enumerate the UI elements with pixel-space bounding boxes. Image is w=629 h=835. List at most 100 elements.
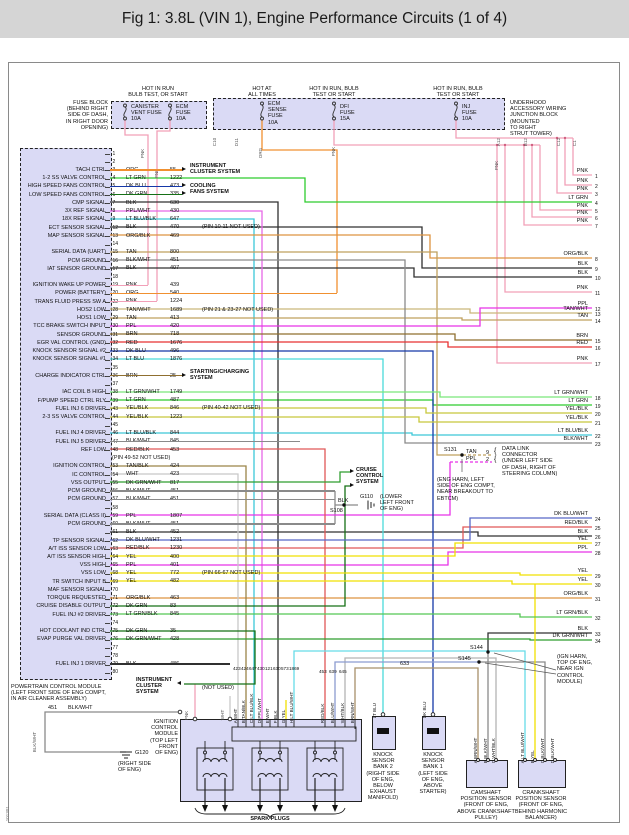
fuse-symbols <box>123 101 458 121</box>
caption-line: INSTRUMENT <box>190 163 227 169</box>
wire-circuit-number: 430 <box>170 207 180 214</box>
caption-line: ECM <box>176 104 189 110</box>
pcm-pin-tick <box>105 384 110 386</box>
wire-circuit-number: 439 <box>170 281 180 288</box>
pcm-pin-label: TP SENSOR SIGNAL <box>52 537 106 544</box>
junction-connector-label: C1 <box>571 140 577 147</box>
right-pin-color-label: BLK/WHT <box>563 436 588 442</box>
caption-line: (BEHIND RIGHT <box>66 106 108 113</box>
module-pin-label: G YEL <box>280 709 286 724</box>
caption-line: SENSOR <box>371 758 395 765</box>
wire-circuit-number: 407 <box>170 265 180 272</box>
right-pin-color-label: PNK <box>576 285 588 291</box>
pcm-pin-tick <box>105 376 110 378</box>
caption-line: STRUT TOWER) <box>510 131 552 138</box>
wire-color-label: YEL <box>126 570 137 577</box>
g110-note: (LOWER LEFT FRONT OF ENG) <box>380 494 414 513</box>
pcm-pin-number: 74 <box>112 619 119 626</box>
wire-color-label: DK GRN/WHT <box>126 479 162 486</box>
wire-circuit-number: 83 <box>170 603 177 610</box>
module-pin-label: BLU/WHT <box>329 702 335 724</box>
wire-circuit-number: 1807 <box>170 512 183 519</box>
wire-circuit-number: 630 <box>170 199 180 206</box>
module-pin-circuit: 453 <box>319 669 327 674</box>
wire-circuit-number: 496 <box>170 347 180 354</box>
figure-title: Fig 1: 3.8L (VIN 1), Engine Performance … <box>121 10 508 27</box>
right-pin-color-label: LT GRN/WHT <box>554 390 588 396</box>
caption-line: POSITION SENSOR <box>460 796 512 803</box>
right-pin-number: 5 <box>595 208 598 215</box>
wire-circuit-number: 844 <box>170 430 180 437</box>
right-pin-number: 8 <box>595 256 598 263</box>
pcm-pin-number: 9 <box>112 216 116 223</box>
pcm-pin-tick <box>105 285 110 287</box>
pcm-pin-tick <box>105 409 110 411</box>
pcm-pin-note: (PIN 10-11 NOT USED) <box>202 224 260 231</box>
pcm-pin-tick <box>105 368 110 370</box>
caption-line: NEAR IGN <box>557 666 584 673</box>
s144-label: S144 <box>470 645 483 651</box>
junction-connector-label: B12 <box>522 138 528 147</box>
right-pin-color-label: BLK <box>577 270 588 276</box>
caption-line: HOT IN RUN, BULB <box>309 86 359 92</box>
pcm-pin-tick <box>105 252 110 254</box>
wire-color-label: PPL <box>126 512 137 519</box>
instrument-cluster-arrow-icon <box>177 681 181 686</box>
pcm-pin-number: 17 <box>112 265 119 272</box>
right-pin-number: 32 <box>595 615 601 622</box>
right-pin-number: 9 <box>595 266 598 273</box>
g120-ground-icon <box>120 751 132 759</box>
inj-fuse-icon <box>454 101 458 121</box>
pcm-pin-tick <box>105 573 110 575</box>
pcm-pin-tick <box>105 598 110 600</box>
wire-color-label: DK BLU/WHT <box>126 537 160 544</box>
pcm-pin-tick <box>105 549 110 551</box>
caption-line: CRANKSHAFT <box>522 790 560 796</box>
knock-sensor-bank2-box <box>372 716 396 750</box>
module-pin-label: A WHT <box>232 708 238 724</box>
pcm-pin-number: 18 <box>112 274 119 281</box>
s131-ppl-pin: 2 <box>486 457 490 463</box>
module-pin-circuit: 424 <box>241 666 249 671</box>
wire-stub-label: PNK <box>139 148 145 159</box>
right-pin-number: 11 <box>595 290 601 297</box>
wire-circuit-number: 452 <box>170 529 180 535</box>
caption-line: 10A <box>131 116 141 123</box>
pcm-pin-label: 18X REF SIGNAL <box>61 216 106 223</box>
arrow-right-icon <box>182 166 186 171</box>
pcm-pin-tick <box>105 310 110 312</box>
caption-line: INJ <box>462 104 471 110</box>
right-pin-color-label: PNK <box>576 203 588 209</box>
wire-circuit-number: 423 <box>170 471 180 478</box>
wire-color-label: PPL <box>126 323 137 330</box>
s131-tan-pin: 9 <box>486 450 490 456</box>
right-pin-color-label: PNK <box>576 168 588 174</box>
pcm-pin-number: 16 <box>112 257 119 264</box>
caption-line: (LOWER <box>380 494 402 500</box>
caption-line: FUSE <box>340 110 355 117</box>
wire-color-label: ORG/BLK <box>126 594 151 601</box>
pcm-pin-tick <box>105 532 110 534</box>
right-pin-number: 1 <box>595 173 598 180</box>
wire-circuit-number: 647 <box>170 216 180 223</box>
right-pin-color-label: YEL <box>577 577 588 583</box>
wire-line <box>110 169 182 171</box>
s131-tan-label: TAN <box>466 448 477 455</box>
junction-header-2: HOT IN RUN, BULB TEST OR START <box>296 86 372 98</box>
pcm-pin-label: TCC BRAKE SWITCH INPUT <box>33 323 106 330</box>
junction-header-1: HOT AT ALL TIMES <box>232 86 292 98</box>
pcm-pin-number: 59 <box>112 512 119 519</box>
pcm-pin-number: 2 <box>112 158 116 165</box>
knock2-caption: KNOCK SENSOR BANK 2 (RIGHT SIDE OF ENG, BELOW… <box>360 752 406 802</box>
pcm-pin-number: 80 <box>112 669 119 676</box>
wire-circuit-number: 772 <box>170 570 180 577</box>
right-pin-color-label: PNK <box>576 356 588 362</box>
wire-line <box>110 292 337 295</box>
right-pin-number: 33 <box>595 631 601 638</box>
junction-connector-label: C10 <box>211 137 217 147</box>
pcm-pin-number: 44 <box>112 414 119 421</box>
ground-wire-circuit: 451 <box>48 704 58 711</box>
pcm-note-row: (PIN 49-52 NOT USED) <box>112 455 171 462</box>
ign-harn-note: (IGN HARN, TOP OF ENG, NEAR IGN CONTROL MODU… <box>557 654 592 685</box>
spark-plugs-label: SPARK PLUGS <box>250 816 290 822</box>
